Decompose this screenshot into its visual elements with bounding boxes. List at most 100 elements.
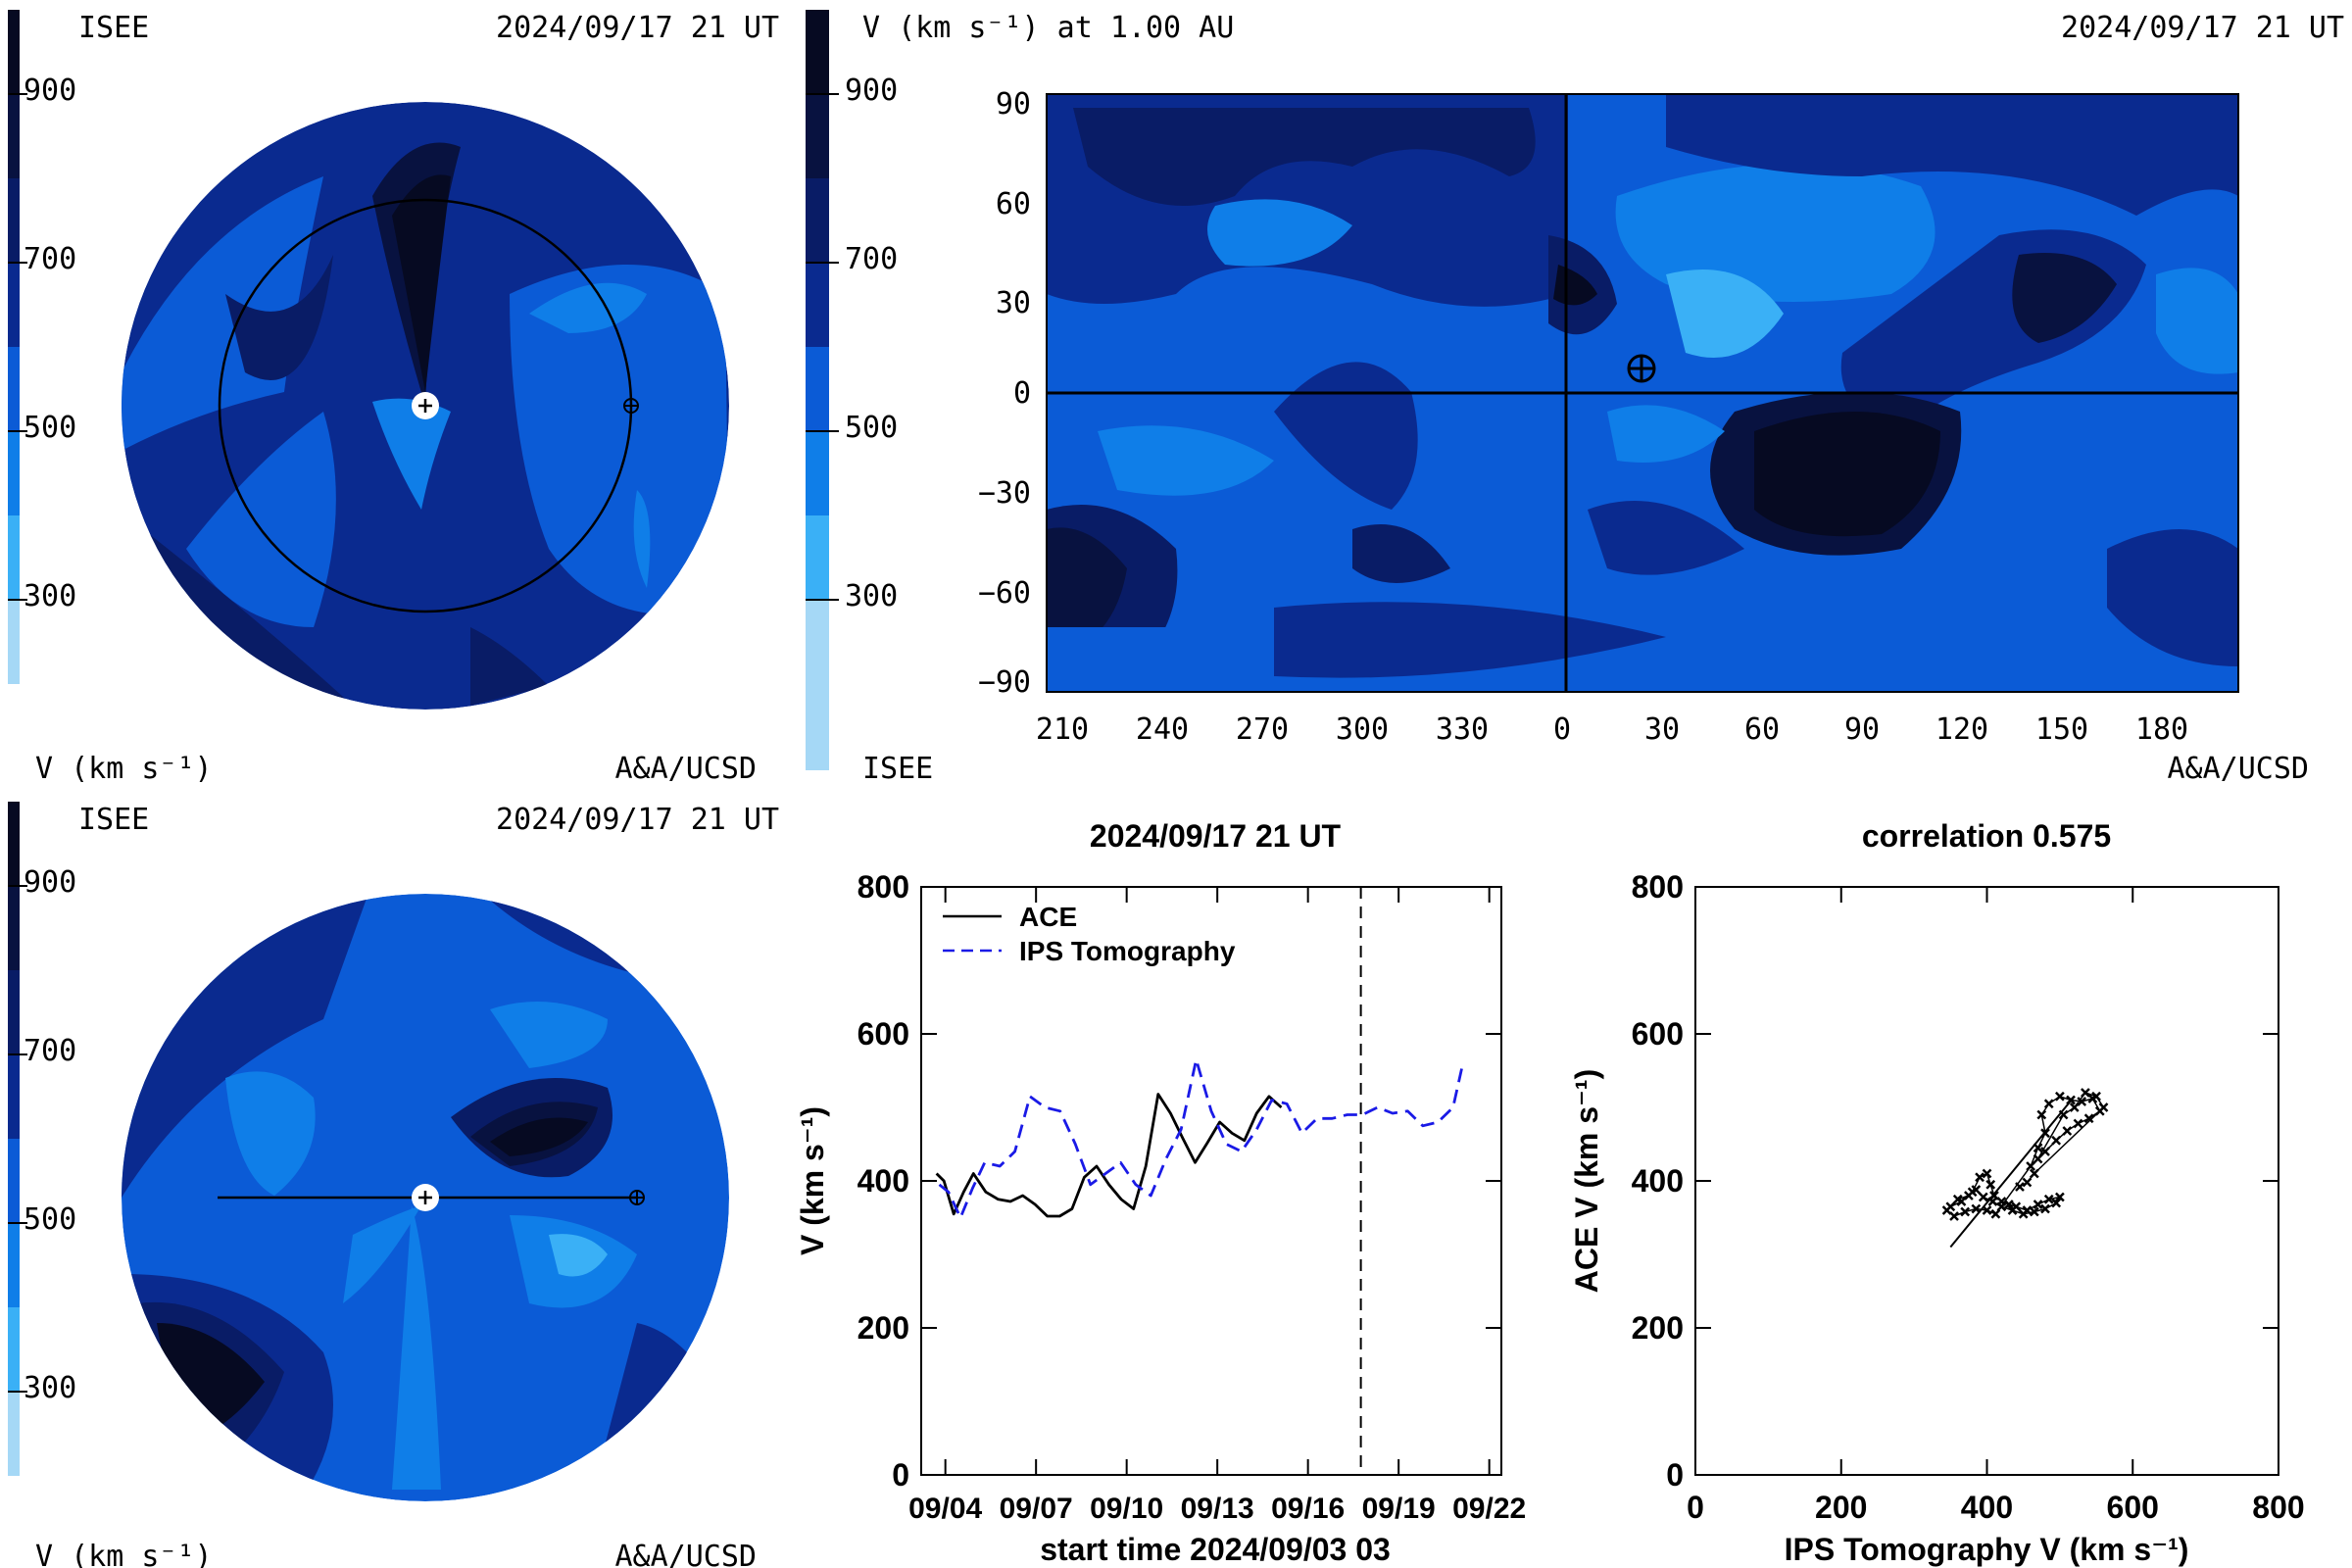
line-xtick-label: 09/22 [1452,1493,1526,1525]
top-left-tick-900: 900 [24,74,76,108]
legend-ips-label: IPS Tomography [1019,936,1236,966]
line-xtick-label: 09/13 [1181,1493,1254,1525]
scatter-point [2054,1192,2065,1202]
scatter-point [2029,1206,2039,1217]
bottom-left-tick-900: 900 [24,865,76,900]
line-chart-legend: ACE IPS Tomography [943,902,1236,966]
map-y-tick-0: 0 [1013,376,1031,411]
bottom-left-colorbar [8,802,27,1476]
top-left-tick-300: 300 [24,579,76,613]
scatter-ytick-label: 400 [1632,1163,1684,1199]
top-left-credit: A&A/UCSD [615,752,758,786]
top-left-sun-icon [412,392,439,419]
map-title: V (km s⁻¹) at 1.00 AU [862,11,1234,45]
line-chart-series [935,1057,1464,1219]
top-left-isee-label: ISEE [78,11,149,45]
line-ytick-label: 0 [892,1457,909,1493]
correlation-scatter-chart: correlation 0.575 IPS Tomography V (km s… [1569,818,2305,1567]
bottom-left-credit: A&A/UCSD [615,1540,758,1568]
line-chart-title: 2024/09/17 21 UT [1090,818,1342,854]
scatter-point [2003,1200,2014,1209]
scatter-point [2051,1198,2062,1208]
scatter-point [2077,1097,2087,1106]
scatter-point [2081,1088,2090,1098]
line-ytick-label: 800 [858,869,909,905]
map-colorbar [806,10,839,770]
scatter-point [2062,1126,2073,1136]
scatter-point [1964,1191,1974,1200]
scatter-point [2073,1118,2083,1129]
scatter-xtick-label: 800 [2252,1490,2304,1525]
top-left-tick-500: 500 [24,411,76,445]
synoptic-map-panel: 900 700 500 300 V (km s⁻¹) at 1.00 AU 20… [806,10,2344,786]
scatter-point [2040,1203,2050,1214]
scatter-point [2022,1177,2033,1188]
line-xtick-label: 09/16 [1271,1493,1345,1525]
line-ytick-label: 600 [858,1016,909,1052]
scatter-point [2015,1182,2025,1192]
map-earth-icon [1627,354,1656,383]
scatter-point [1952,1194,1963,1204]
time-series-chart: 2024/09/17 21 UT start time 2024/09/03 0… [795,818,1526,1567]
scatter-point [1960,1206,1971,1217]
scatter-point [2018,1208,2029,1219]
scatter-point [2007,1205,2018,1215]
scatter-point [2036,1109,2047,1120]
ips-tomography-series-line [938,1057,1464,1219]
map-x-axis: 210 240 270 300 330 0 30 60 90 120 150 1… [1036,712,2188,747]
line-chart-frame [920,886,1502,1476]
bottom-left-isee-label: ISEE [78,803,149,837]
scatter-xlabel: IPS Tomography V (km s⁻¹) [1785,1532,2189,1567]
map-x-tick-300: 300 [1336,712,1389,747]
scatter-ytick-label: 800 [1632,869,1684,905]
map-x-tick-120: 120 [1936,712,1988,747]
scatter-point [1975,1172,1984,1183]
line-ytick-label: 200 [858,1310,909,1346]
top-left-unit-label: V (km s⁻¹) [35,752,213,786]
scatter-point [2069,1102,2080,1112]
scatter-title: correlation 0.575 [1862,818,2111,854]
legend-ace-label: ACE [1019,902,1077,932]
map-colorbar-tick-700: 700 [845,242,898,276]
scatter-point [1978,1192,1988,1202]
map-colorbar-tick-500: 500 [845,411,898,445]
bottom-left-unit-label: V (km s⁻¹) [35,1540,213,1568]
map-y-axis: 90 60 30 0 −30 −60 −90 [978,87,1031,700]
scatter-axes: 800 600 400 200 00 200 400 600 800 [1632,869,2305,1525]
line-xtick-label: 09/04 [908,1493,982,1525]
map-y-tick-90: 90 [996,87,1031,122]
top-left-tick-700: 700 [24,242,76,276]
map-y-tick-minus90: −90 [978,665,1031,700]
scatter-point [2083,1113,2094,1124]
line-chart-axes: 800 600 400 200 009/04 09/07 09/10 09/13 09/16 09… [858,869,1527,1525]
map-x-tick-210: 210 [1036,712,1089,747]
scatter-point [2098,1102,2109,1112]
map-isee-label: ISEE [862,752,933,786]
bottom-left-sun-icon [412,1184,439,1211]
scatter-ytick-label: 600 [1632,1016,1684,1052]
line-xtick-label: 09/10 [1090,1493,1163,1525]
scatter-point [2054,1091,2065,1102]
map-x-tick-180: 180 [2135,712,2188,747]
scatter-point [1941,1205,1952,1215]
bottom-left-tick-300: 300 [24,1371,76,1405]
top-left-timestamp: 2024/09/17 21 UT [496,11,779,45]
top-left-colorbar [8,10,27,684]
line-chart-xlabel: start time 2024/09/03 03 [1040,1532,1391,1567]
scatter-point [2043,1194,2054,1204]
top-left-earth-icon [623,398,639,414]
map-y-tick-30: 30 [996,286,1031,320]
map-colorbar-tick-900: 900 [845,74,898,108]
scatter-xtick-label: 0 [1687,1490,1704,1525]
map-x-tick-330: 330 [1436,712,1489,747]
scatter-points [1941,1088,2109,1249]
map-x-tick-30: 30 [1644,712,1680,747]
scatter-point [2040,1147,2050,1156]
scatter-fit-line [1949,1096,2076,1249]
bottom-left-tick-700: 700 [24,1034,76,1068]
bottom-left-tick-500: 500 [24,1202,76,1237]
scatter-point [1996,1201,2007,1212]
map-x-tick-150: 150 [2035,712,2088,747]
scatter-xtick-label: 200 [1815,1490,1867,1525]
map-y-tick-minus60: −60 [978,576,1031,611]
